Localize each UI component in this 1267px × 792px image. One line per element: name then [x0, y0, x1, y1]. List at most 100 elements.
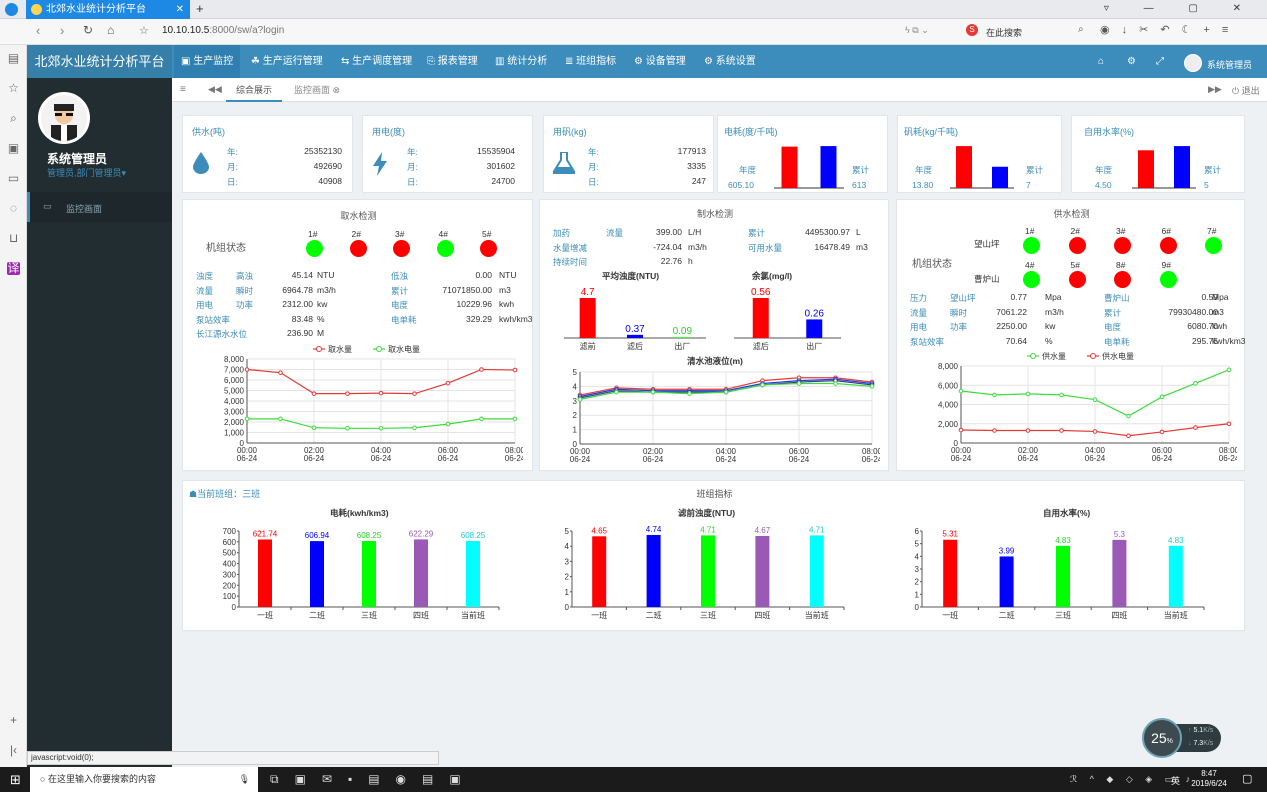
- logout-button[interactable]: ⏻ 退出: [1232, 86, 1260, 96]
- tray-icons[interactable]: ℛ ^ ◆ ◇ ◈ ▭ ♪: [1070, 774, 1196, 784]
- search-box[interactable]: 在此搜索: [986, 28, 1023, 38]
- reading-unit-2: kwh: [499, 299, 515, 309]
- reading-label: 持续时间: [553, 257, 588, 267]
- card-title: 电耗(度/千吨): [724, 127, 778, 137]
- card-alum: 用矾(kg) 年: 月: 日: 177913 3335 247: [543, 115, 714, 193]
- x-tick-label: 一班: [942, 610, 958, 620]
- unit-status-5#-red: [480, 240, 497, 257]
- nav-reports[interactable]: ⎘ 报表管理: [427, 56, 478, 67]
- team-turbidity-title: 滤前浊度(NTU): [678, 508, 736, 518]
- windows-taskbar: ⊞ ○ 在这里输入你要搜索的内容 🎙 ⧉▣✉▪▤◉▤▣ ℛ ^ ◆ ◇ ◈ ▭ ♪…: [0, 767, 1267, 792]
- tab-scroll-left-icon[interactable]: ◀◀: [208, 84, 222, 94]
- content-tab-bar: ≡ ◀◀ 综合展示 监控画面 ⊗ ▶▶ ⏻ 退出: [172, 78, 1267, 102]
- notification-icon[interactable]: ▢: [1242, 773, 1253, 785]
- nav-statistics[interactable]: ▥ 统计分析: [495, 56, 548, 67]
- sidebar-item-monitor[interactable]: ▭ 监控画面: [27, 192, 172, 222]
- favorites-icon[interactable]: ☆: [8, 81, 19, 95]
- expand-nav-icon[interactable]: ⤢: [1156, 56, 1164, 67]
- sidebar: 系统管理员 管理员,部门管理员▾ ▭ 监控画面: [27, 78, 172, 767]
- tab-scroll-right-icon[interactable]: ▶▶: [1208, 84, 1222, 94]
- reading-label-2: 低浊: [391, 271, 409, 281]
- unit-status-1#-green: [306, 240, 323, 257]
- reading-value: 7061.22: [996, 306, 1027, 317]
- header-avatar[interactable]: [1184, 54, 1202, 72]
- bookmark-star-icon[interactable]: ☆: [139, 25, 149, 37]
- find-icon[interactable]: ⌕: [10, 111, 17, 125]
- header-username[interactable]: 系统管理员: [1207, 60, 1253, 70]
- close-tab-icon[interactable]: ✕: [175, 4, 184, 15]
- reading-unit: %: [317, 313, 325, 324]
- tab-monitor[interactable]: 监控画面 ⊗: [294, 85, 341, 95]
- power-year-value: 15535904: [477, 146, 515, 156]
- home-nav-icon[interactable]: ⌂: [1098, 56, 1105, 67]
- reading-unit: m3/h: [317, 284, 336, 295]
- reading-unit-2: m3: [1212, 306, 1224, 317]
- data-label: 622.29: [409, 529, 434, 538]
- reading-label-2: 电度: [391, 300, 409, 310]
- water-month-value: 492690: [313, 161, 342, 171]
- search-icon[interactable]: ⌕: [1078, 24, 1084, 35]
- point-d: [833, 381, 838, 386]
- toolbar-icons[interactable]: ◉↓✂↶☾+≡: [1100, 24, 1241, 36]
- panel-title: 班组指标: [696, 489, 733, 499]
- taskbar-apps[interactable]: ⧉▣✉▪▤◉▤▣: [270, 772, 477, 786]
- translate-icon[interactable]: 译: [7, 261, 20, 275]
- reading-unit-2: kwh/km3: [499, 313, 533, 324]
- nav-settings[interactable]: ⚙ 系统设置: [704, 56, 756, 67]
- point-取水电量: [311, 425, 317, 431]
- new-tab-icon[interactable]: +: [196, 1, 204, 16]
- clock[interactable]: 8:47 2019/6/24: [1191, 769, 1227, 788]
- forward-icon[interactable]: ›: [60, 23, 65, 38]
- data-label: 608.25: [461, 531, 486, 540]
- chat-icon[interactable]: ◌: [9, 201, 18, 215]
- vr-icon[interactable]: ▭: [7, 171, 20, 185]
- lightning-icon[interactable]: ϟ ⧉ ⌄: [905, 25, 929, 35]
- point-供水量: [1193, 381, 1198, 386]
- back-icon[interactable]: ‹: [36, 23, 41, 38]
- point-d: [796, 381, 802, 386]
- reading-value: 83.48: [291, 313, 313, 324]
- video-icon[interactable]: ▣: [7, 141, 20, 155]
- home-icon[interactable]: ⌂: [107, 23, 115, 37]
- nav-production-run[interactable]: ☘ 生产运行管理: [251, 56, 323, 67]
- reading-value-2: 0.59: [1201, 292, 1218, 302]
- x-tick-label: 06:00: [438, 446, 459, 455]
- bar-二班: [646, 534, 661, 607]
- app-header: ▣ 生产监控 ☘ 生产运行管理 ⇆ 生产调度管理 ⎘ 报表管理 ▥ 统计分析 ≣…: [27, 45, 1267, 78]
- reload-icon[interactable]: ↻: [83, 23, 94, 37]
- bar-三班: [1056, 545, 1070, 607]
- collapse-icon[interactable]: |‹: [9, 743, 18, 757]
- x-tick-label: 02:00: [643, 447, 664, 456]
- cart-icon[interactable]: ⊔: [8, 231, 19, 245]
- browser-tab-bar: 北郊水业统计分析平台 ✕ + ▿ — ▢ ✕: [0, 0, 1267, 19]
- browser-tab[interactable]: 北郊水业统计分析平台 ✕: [26, 0, 190, 19]
- nav-production-dispatch[interactable]: ⇆ 生产调度管理: [341, 56, 413, 67]
- point-供水电量: [1025, 428, 1031, 433]
- bar-累计: [820, 146, 837, 188]
- windows-start-icon[interactable]: ⊞: [10, 772, 21, 787]
- gear-nav-icon[interactable]: ⚙: [1127, 56, 1136, 67]
- network-speed-widget[interactable]: 25% ↑ 5.1K/s ↓ 7.3K/s: [1142, 718, 1222, 758]
- sidebar-user-role[interactable]: 管理员,部门管理员▾: [47, 168, 127, 178]
- nav-production-monitor[interactable]: ▣ 生产监控: [174, 45, 241, 78]
- search-engine-icon[interactable]: S: [966, 24, 978, 36]
- nav-equipment[interactable]: ⚙ 设备管理: [634, 56, 686, 67]
- x-tick-label: 滤后: [753, 341, 769, 351]
- team-selfwater-title: 自用水率(%): [1043, 508, 1091, 518]
- app-logo-title[interactable]: 北郊水业统计分析平台: [27, 45, 172, 78]
- url-host: 10.10.10.5: [162, 25, 210, 36]
- reading-sublabel: 瞬时: [950, 307, 968, 318]
- reader-icon[interactable]: ▤: [7, 51, 20, 65]
- x-tick-label: 08:00: [862, 447, 880, 456]
- add-icon[interactable]: +: [9, 713, 17, 727]
- ime-indicator[interactable]: 英: [1171, 776, 1181, 786]
- taskbar-search[interactable]: ○ 在这里输入你要搜索的内容 🎙: [30, 767, 258, 792]
- point-供水量: [1226, 367, 1232, 373]
- point-取水量: [311, 391, 317, 396]
- nav-team-index[interactable]: ≣ 班组指标: [565, 56, 617, 67]
- team-turbidity-chart: 0 1 2 3 4 5 4.65 一班 4.74 二班 4.71 三班 4.67 四班 4.71 当前班: [565, 525, 845, 620]
- url-field[interactable]: 10.10.10.5:8000/sw/a?login: [162, 25, 284, 36]
- tab-overview[interactable]: 综合展示: [226, 78, 283, 102]
- menu-toggle-icon[interactable]: ≡: [180, 84, 186, 95]
- window-controls[interactable]: ▿ — ▢ ✕: [1103, 3, 1257, 14]
